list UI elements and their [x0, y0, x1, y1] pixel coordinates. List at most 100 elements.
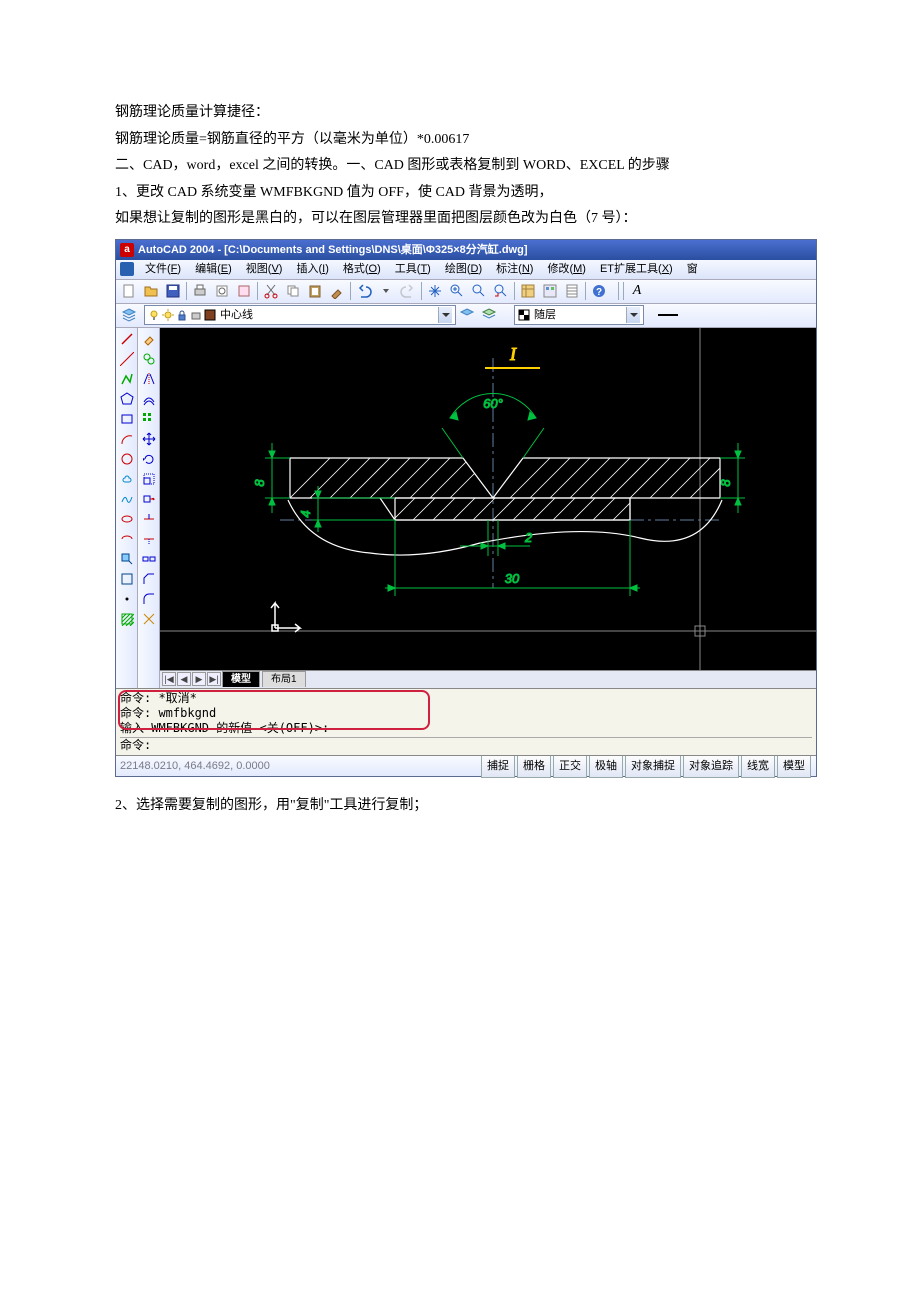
help-button[interactable]: ?	[589, 281, 609, 301]
ucs-icon	[271, 603, 300, 632]
tab-nav-next[interactable]: ▶	[192, 672, 206, 686]
menu-insert[interactable]: 插入(I)	[289, 259, 335, 280]
line-tool[interactable]	[118, 330, 136, 348]
menu-et-ext[interactable]: ET扩展工具(X)	[593, 259, 680, 280]
save-button[interactable]	[163, 281, 183, 301]
insert-block-tool[interactable]	[118, 550, 136, 568]
rectangle-tool[interactable]	[118, 410, 136, 428]
erase-tool[interactable]	[140, 330, 158, 348]
tab-layout1[interactable]: 布局1	[262, 671, 306, 687]
dropdown-arrow-icon	[626, 307, 640, 323]
copy-tool[interactable]	[140, 350, 158, 368]
menu-modify[interactable]: 修改(M)	[540, 259, 593, 280]
coordinates-readout: 22148.0210, 464.4692, 0.0000	[120, 756, 370, 777]
menu-file[interactable]: 文件(F)	[138, 259, 188, 280]
paste-button[interactable]	[305, 281, 325, 301]
svg-text:?: ?	[596, 287, 602, 298]
ellipse-tool[interactable]	[118, 510, 136, 528]
trim-tool[interactable]	[140, 510, 158, 528]
zoom-prev-button[interactable]	[491, 281, 511, 301]
color-dropdown[interactable]: 随层	[514, 305, 644, 325]
undo-button[interactable]	[354, 281, 374, 301]
layer-dropdown[interactable]: 中心线	[144, 305, 456, 325]
mirror-tool[interactable]	[140, 370, 158, 388]
copy-button[interactable]	[283, 281, 303, 301]
menu-draw[interactable]: 绘图(D)	[438, 259, 489, 280]
menu-dimension[interactable]: 标注(N)	[489, 259, 540, 280]
offset-tool[interactable]	[140, 390, 158, 408]
status-osnap[interactable]: 对象捕捉	[625, 754, 681, 779]
layout-tab-bar: |◀ ◀ ▶ ▶| 模型 布局1	[160, 670, 816, 688]
tool-palettes-button[interactable]	[562, 281, 582, 301]
menu-edit[interactable]: 编辑(E)	[188, 259, 239, 280]
menu-window[interactable]: 窗	[680, 259, 705, 280]
pline-tool[interactable]	[118, 370, 136, 388]
status-model[interactable]: 模型	[777, 754, 811, 779]
status-otrack[interactable]: 对象追踪	[683, 754, 739, 779]
make-block-tool[interactable]	[118, 570, 136, 588]
para-1: 钢筋理论质量计算捷径：	[115, 100, 805, 127]
new-button[interactable]	[119, 281, 139, 301]
redo-button[interactable]	[398, 281, 418, 301]
cmd-prompt[interactable]: 命令:	[120, 738, 812, 753]
extend-tool[interactable]	[140, 530, 158, 548]
layer-manager-button[interactable]	[119, 305, 139, 325]
menu-view[interactable]: 视图(V)	[239, 259, 290, 280]
tab-nav-first[interactable]: |◀	[162, 672, 176, 686]
fillet-tool[interactable]	[140, 590, 158, 608]
svg-text:60°: 60°	[483, 396, 503, 411]
status-polar[interactable]: 极轴	[589, 754, 623, 779]
undo-dropdown[interactable]	[376, 281, 396, 301]
stretch-tool[interactable]	[140, 490, 158, 508]
menu-app-icon[interactable]	[120, 262, 134, 276]
open-button[interactable]	[141, 281, 161, 301]
arc-tool[interactable]	[118, 430, 136, 448]
status-ortho[interactable]: 正交	[553, 754, 587, 779]
cmd-line-3: 输入 WMFBKGND 的新值 <关(OFF)>:	[120, 721, 812, 736]
layer-prev-button[interactable]	[457, 305, 477, 325]
revcloud-tool[interactable]	[118, 470, 136, 488]
layer-states-button[interactable]	[479, 305, 499, 325]
menu-tools[interactable]: 工具(T)	[388, 259, 438, 280]
ellipse-arc-tool[interactable]	[118, 530, 136, 548]
status-grid[interactable]: 栅格	[517, 754, 551, 779]
tab-model[interactable]: 模型	[222, 671, 260, 687]
array-tool[interactable]	[140, 410, 158, 428]
scale-tool[interactable]	[140, 470, 158, 488]
text-style-button[interactable]: A	[627, 281, 647, 301]
tab-nav-prev[interactable]: ◀	[177, 672, 191, 686]
publish-button[interactable]	[234, 281, 254, 301]
zoom-realtime-button[interactable]	[447, 281, 467, 301]
rotate-tool[interactable]	[140, 450, 158, 468]
title-bar[interactable]: a AutoCAD 2004 - [C:\Documents and Setti…	[116, 240, 816, 260]
properties-button[interactable]	[518, 281, 538, 301]
zoom-window-button[interactable]	[469, 281, 489, 301]
print-button[interactable]	[190, 281, 210, 301]
move-tool[interactable]	[140, 430, 158, 448]
preview-button[interactable]	[212, 281, 232, 301]
pan-button[interactable]	[425, 281, 445, 301]
cut-button[interactable]	[261, 281, 281, 301]
match-prop-button[interactable]	[327, 281, 347, 301]
design-center-button[interactable]	[540, 281, 560, 301]
svg-text:8: 8	[252, 479, 267, 487]
polygon-tool[interactable]	[118, 390, 136, 408]
command-window[interactable]: 命令: *取消* 命令: wmfbkgnd 输入 WMFBKGND 的新值 <关…	[116, 688, 816, 756]
status-lwt[interactable]: 线宽	[741, 754, 775, 779]
chamfer-tool[interactable]	[140, 570, 158, 588]
xline-tool[interactable]	[118, 350, 136, 368]
circle-tool[interactable]	[118, 450, 136, 468]
explode-tool[interactable]	[140, 610, 158, 628]
tab-nav-last[interactable]: ▶|	[207, 672, 221, 686]
para-2: 钢筋理论质量=钢筋直径的平方（以毫米为单位）*0.00617	[115, 127, 805, 154]
hatch-tool[interactable]	[118, 610, 136, 628]
menu-format[interactable]: 格式(O)	[336, 259, 388, 280]
draw-toolbox	[116, 328, 138, 688]
break-tool[interactable]	[140, 550, 158, 568]
layer-state-icons	[148, 309, 216, 321]
status-snap[interactable]: 捕捉	[481, 754, 515, 779]
para-4: 1、更改 CAD 系统变量 WMFBKGND 值为 OFF，使 CAD 背景为透…	[115, 180, 805, 207]
point-tool[interactable]	[118, 590, 136, 608]
spline-tool[interactable]	[118, 490, 136, 508]
drawing-canvas[interactable]: 60° 8 8	[160, 328, 816, 670]
